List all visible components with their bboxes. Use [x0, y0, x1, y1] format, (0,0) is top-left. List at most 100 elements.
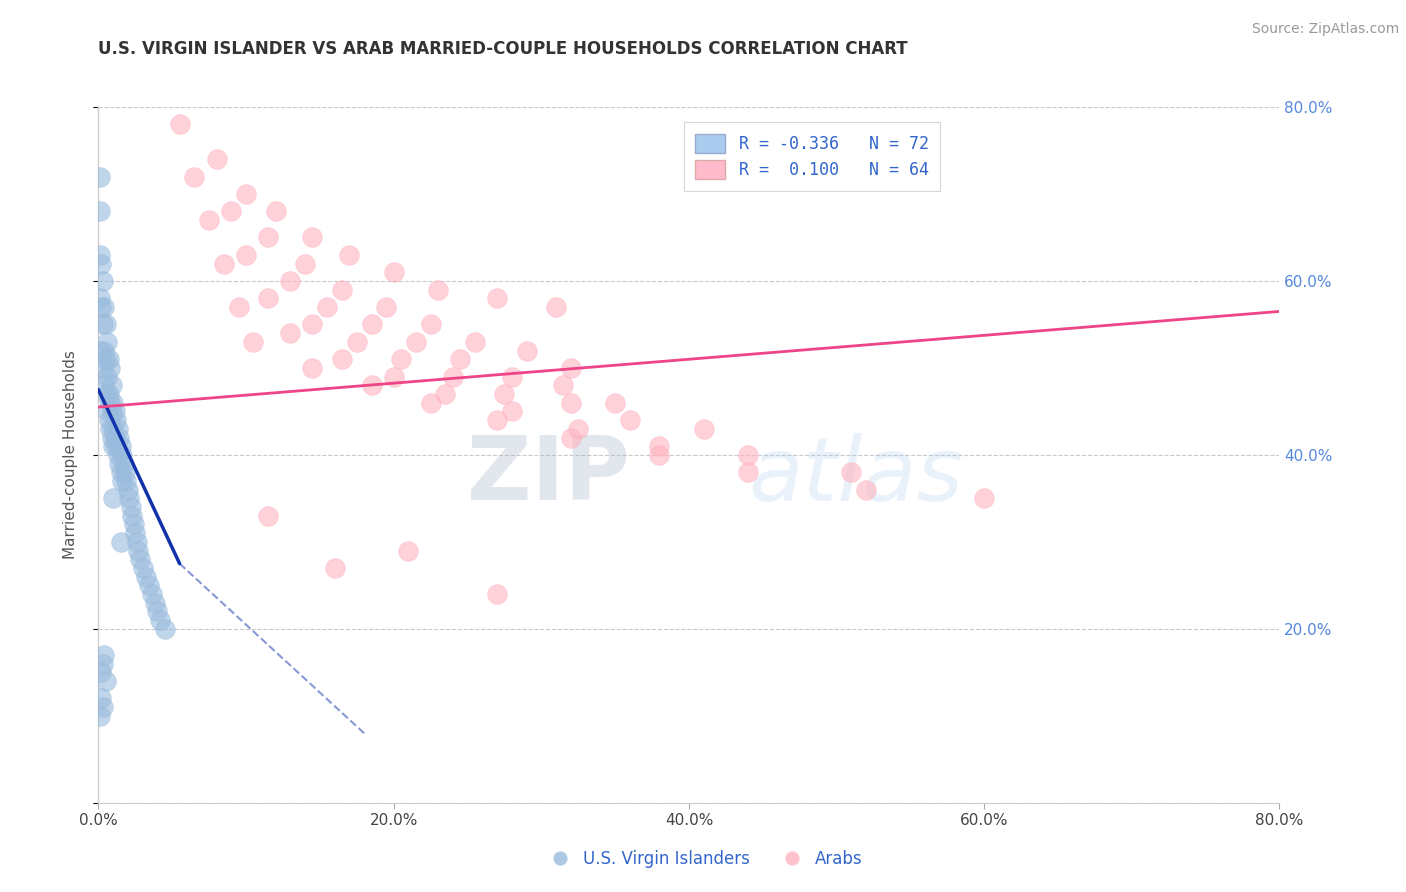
Text: U.S. VIRGIN ISLANDER VS ARAB MARRIED-COUPLE HOUSEHOLDS CORRELATION CHART: U.S. VIRGIN ISLANDER VS ARAB MARRIED-COU…	[98, 40, 908, 58]
Point	[330, 352, 353, 367]
Point	[693, 422, 716, 436]
Point	[605, 396, 627, 410]
Point	[94, 352, 117, 367]
Point	[330, 283, 353, 297]
Point	[219, 204, 242, 219]
Y-axis label: Married-couple Households: Married-couple Households	[63, 351, 77, 559]
Point	[515, 343, 537, 358]
Point	[100, 431, 122, 445]
Point	[235, 248, 257, 262]
Point	[389, 352, 412, 367]
Point	[360, 318, 382, 332]
Point	[125, 534, 148, 549]
Point	[93, 378, 115, 392]
Point	[396, 543, 419, 558]
Point	[97, 413, 120, 427]
Point	[257, 230, 280, 244]
Point	[346, 334, 368, 349]
Point	[112, 457, 135, 471]
Point	[105, 439, 128, 453]
Point	[419, 318, 441, 332]
Point	[111, 474, 134, 488]
Point	[97, 387, 120, 401]
Point	[89, 204, 111, 219]
Point	[242, 334, 264, 349]
Point	[855, 483, 877, 497]
Point	[138, 578, 160, 592]
Point	[212, 256, 235, 270]
Point	[108, 457, 131, 471]
Point	[973, 491, 995, 506]
Point	[103, 396, 125, 410]
Point	[94, 387, 117, 401]
Point	[257, 291, 280, 305]
Point	[501, 404, 523, 418]
Point	[205, 152, 228, 166]
Point	[96, 369, 118, 384]
Point	[122, 517, 145, 532]
Text: Source: ZipAtlas.com: Source: ZipAtlas.com	[1251, 22, 1399, 37]
Point	[143, 596, 166, 610]
Point	[546, 300, 568, 314]
Point	[841, 466, 863, 480]
Point	[560, 360, 582, 375]
Point	[100, 378, 122, 392]
Text: ZIP: ZIP	[467, 433, 630, 519]
Point	[108, 431, 131, 445]
Point	[124, 526, 146, 541]
Point	[339, 248, 360, 262]
Point	[264, 204, 287, 219]
Point	[441, 369, 464, 384]
Point	[141, 587, 163, 601]
Point	[105, 413, 128, 427]
Point	[135, 570, 157, 584]
Point	[464, 334, 486, 349]
Text: atlas: atlas	[748, 433, 963, 519]
Point	[94, 674, 117, 689]
Point	[96, 404, 118, 418]
Point	[89, 708, 111, 723]
Point	[111, 448, 134, 462]
Point	[128, 552, 150, 566]
Point	[427, 283, 450, 297]
Point	[235, 187, 257, 202]
Point	[103, 491, 125, 506]
Point	[90, 665, 112, 680]
Point	[301, 360, 323, 375]
Point	[91, 657, 114, 671]
Point	[278, 274, 302, 288]
Point	[486, 413, 509, 427]
Point	[91, 318, 114, 332]
Point	[90, 343, 112, 358]
Point	[737, 466, 759, 480]
Point	[91, 274, 114, 288]
Legend: R = -0.336   N = 72, R =  0.100   N = 64: R = -0.336 N = 72, R = 0.100 N = 64	[683, 122, 941, 191]
Point	[382, 369, 405, 384]
Point	[104, 431, 127, 445]
Point	[553, 378, 575, 392]
Point	[257, 508, 280, 523]
Point	[97, 352, 120, 367]
Point	[107, 448, 129, 462]
Point	[98, 422, 121, 436]
Point	[89, 169, 111, 184]
Point	[93, 648, 115, 662]
Point	[486, 291, 509, 305]
Point	[486, 587, 509, 601]
Point	[90, 256, 112, 270]
Point	[146, 605, 169, 619]
Point	[114, 466, 136, 480]
Point	[103, 422, 125, 436]
Point	[107, 422, 129, 436]
Point	[110, 439, 132, 453]
Point	[89, 248, 111, 262]
Point	[96, 334, 118, 349]
Point	[405, 334, 427, 349]
Point	[737, 448, 759, 462]
Point	[115, 474, 138, 488]
Point	[567, 422, 589, 436]
Point	[169, 117, 191, 131]
Point	[103, 439, 125, 453]
Point	[560, 431, 582, 445]
Point	[375, 300, 398, 314]
